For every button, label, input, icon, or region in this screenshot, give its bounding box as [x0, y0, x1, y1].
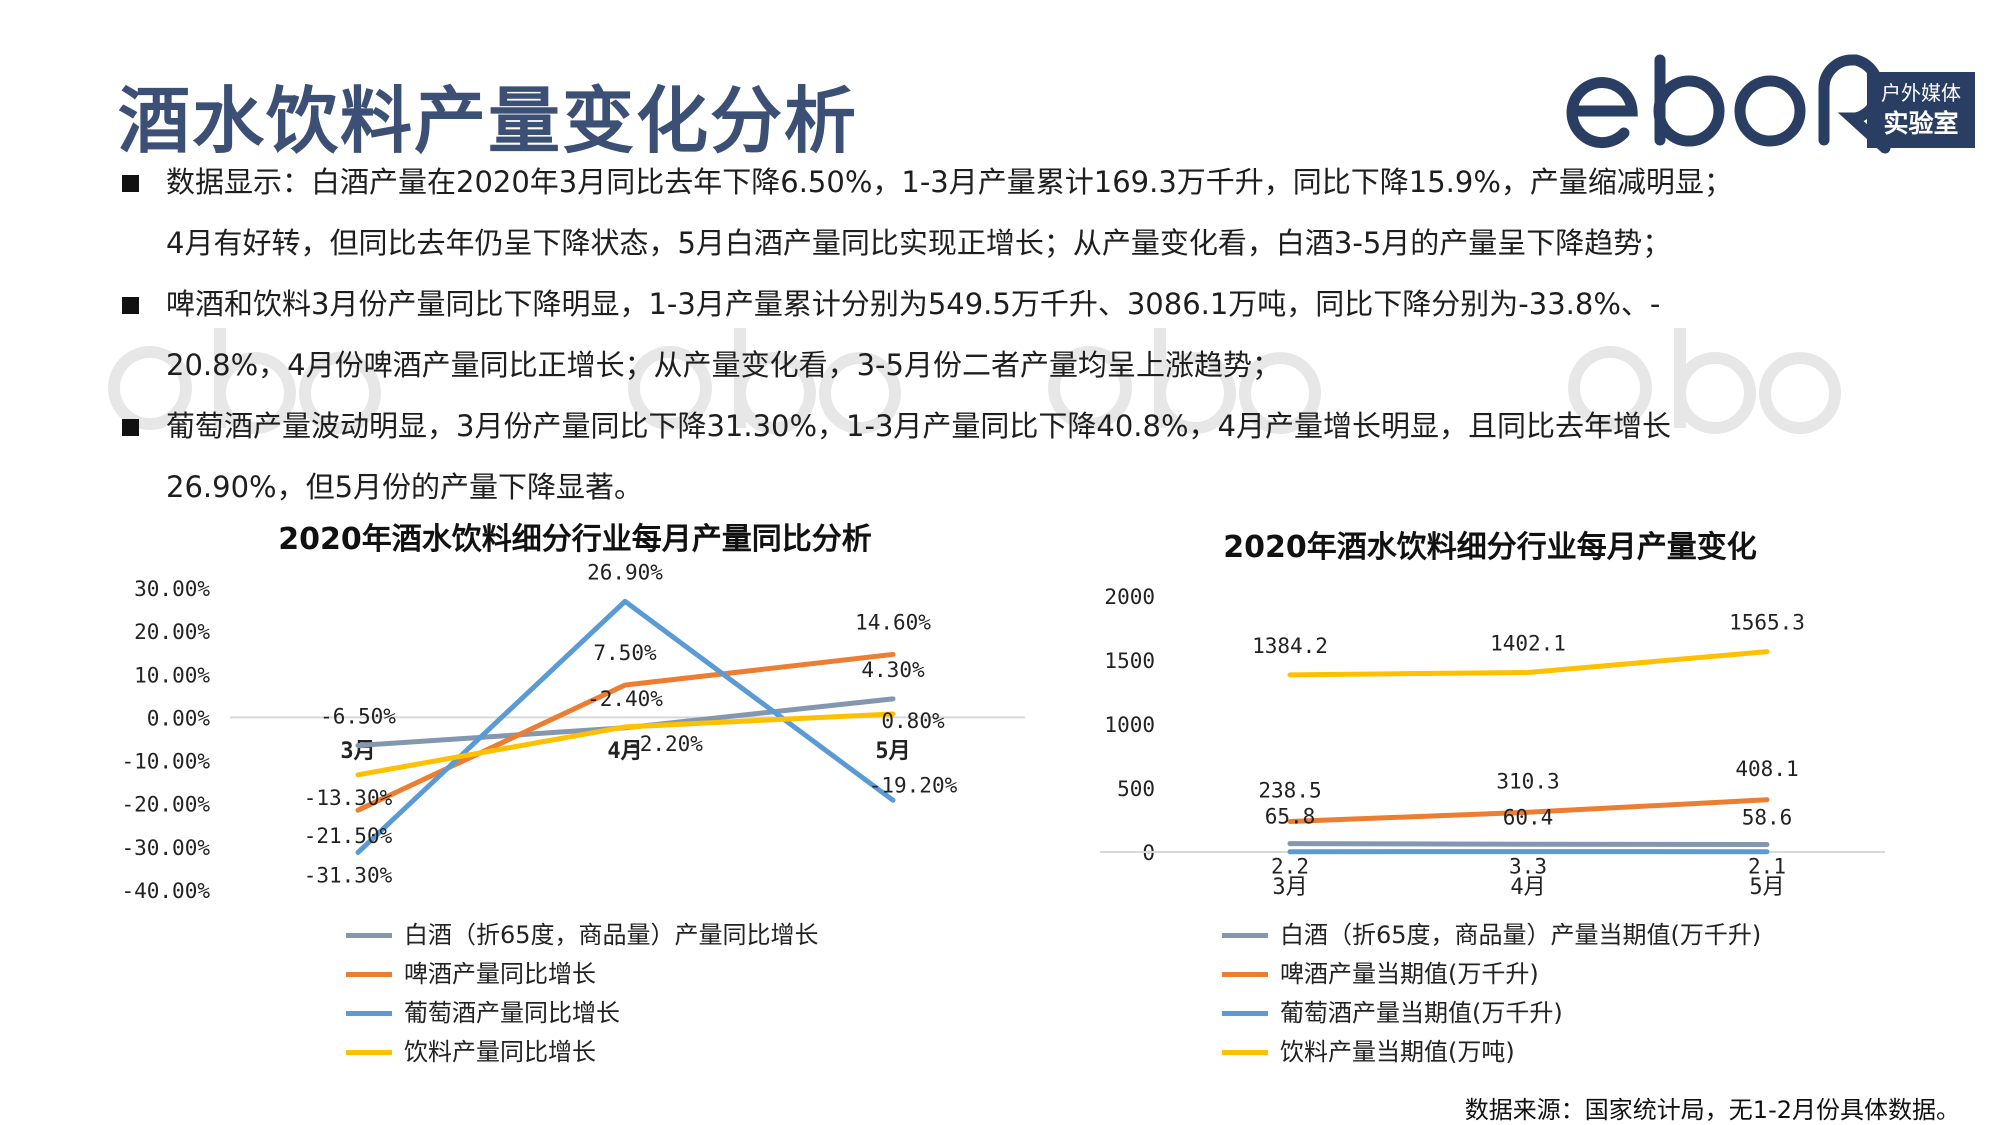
- legend-swatch: [346, 972, 392, 977]
- data-label: -19.20%: [869, 773, 958, 797]
- series-line: [355, 651, 896, 813]
- watermark-logo: [108, 328, 381, 434]
- y-tick-label: 500: [1117, 777, 1155, 801]
- legend-label: 白酒（折65度，商品量）产量同比增长: [404, 921, 819, 949]
- x-category-label: 3月: [1272, 875, 1307, 900]
- series-line: [355, 598, 896, 855]
- data-label: 1402.1: [1490, 632, 1566, 656]
- bullet-list: 数据显示：白酒产量在2020年3月同比去年下降6.50%，1-3月产量累计169…: [118, 152, 1978, 518]
- bullet-line: 26.90%，但5月份的产量下降显著。: [166, 470, 644, 504]
- bullet-line: 葡萄酒产量波动明显，3月份产量同比下降31.30%，1-3月产量同比下降40.8…: [166, 409, 1671, 443]
- data-label: 1565.3: [1729, 611, 1805, 635]
- legend-item: 葡萄酒产量同比增长: [346, 994, 819, 1033]
- page-title: 酒水饮料产量变化分析: [118, 79, 859, 163]
- data-label: 2.1: [1748, 855, 1786, 879]
- legend-label: 啤酒产量当期值(万千升): [1280, 960, 1539, 988]
- bullet-line: 数据显示：白酒产量在2020年3月同比去年下降6.50%，1-3月产量累计169…: [166, 165, 1733, 199]
- data-label: 14.60%: [855, 610, 931, 634]
- chart-title-yoy: 2020年酒水饮料细分行业每月产量同比分析: [278, 522, 872, 557]
- data-label: -2.40%: [587, 687, 663, 711]
- x-category-label: 5月: [1749, 875, 1784, 900]
- series-line: [1287, 797, 1770, 824]
- y-tick-label: 10.00%: [134, 663, 210, 687]
- data-label: -31.30%: [304, 863, 393, 887]
- bullet-line: 20.8%，4月份啤酒产量同比正增长；从产量变化看，3-5月份二者产量均呈上涨趋…: [166, 348, 1281, 382]
- y-tick-label: 1000: [1104, 713, 1155, 737]
- square-bullet-icon: [122, 297, 139, 314]
- legend-label: 饮料产量同比增长: [404, 1038, 596, 1066]
- data-label: -13.30%: [304, 786, 393, 810]
- legend-label: 葡萄酒产量当期值(万千升): [1280, 999, 1563, 1027]
- y-tick-label: -30.00%: [121, 836, 210, 860]
- legend-item: 白酒（折65度，商品量）产量同比增长: [346, 916, 819, 955]
- square-bullet-icon: [122, 419, 139, 436]
- brand-line2: 实验室: [1883, 109, 1959, 138]
- bullet-item: 啤酒和饮料3月份产量同比下降明显，1-3月产量累计分别为549.5万千升、308…: [118, 274, 1978, 396]
- legend-label: 白酒（折65度，商品量）产量当期值(万千升): [1280, 921, 1762, 949]
- legend-item: 白酒（折65度，商品量）产量当期值(万千升): [1222, 916, 1761, 955]
- bullet-line: 4月有好转，但同比去年仍呈下降状态，5月白酒产量同比实现正增长；从产量变化看，白…: [166, 226, 1672, 260]
- brand-line1: 户外媒体: [1881, 81, 1961, 105]
- data-label: 0.80%: [881, 709, 945, 733]
- data-label: -21.50%: [304, 824, 393, 848]
- y-tick-label: 20.00%: [134, 620, 210, 644]
- y-tick-label: -10.00%: [121, 750, 210, 774]
- legend-swatch: [1222, 972, 1268, 977]
- data-label: 408.1: [1735, 757, 1798, 781]
- y-tick-label: 0.00%: [147, 706, 211, 730]
- series-line: [1287, 649, 1770, 678]
- series-line: [1287, 841, 1770, 847]
- data-label: -6.50%: [320, 704, 396, 728]
- legend-swatch: [346, 933, 392, 938]
- legend-swatch: [1222, 933, 1268, 938]
- y-tick-label: -40.00%: [121, 879, 210, 903]
- data-label: 65.8: [1265, 805, 1316, 829]
- x-category-label: 5月: [875, 739, 910, 764]
- square-bullet-icon: [122, 175, 139, 192]
- watermark-logo: [1568, 328, 1841, 434]
- data-label: 1384.2: [1252, 634, 1328, 658]
- series-line: [355, 711, 896, 778]
- bullet-item: 葡萄酒产量波动明显，3月份产量同比下降31.30%，1-3月产量同比下降40.8…: [118, 396, 1978, 518]
- legend-yoy: 白酒（折65度，商品量）产量同比增长 啤酒产量同比增长 葡萄酒产量同比增长 饮料产量同…: [346, 916, 819, 1072]
- legend-swatch: [1222, 1011, 1268, 1016]
- source-note: 数据来源：国家统计局，无1-2月份具体数据。: [1464, 1096, 1960, 1124]
- x-category-label: 4月: [1510, 875, 1545, 900]
- data-label: 7.50%: [593, 641, 657, 665]
- watermark-logo: [628, 328, 901, 434]
- y-tick-label: 1500: [1104, 649, 1155, 673]
- y-tick-label: -20.00%: [121, 793, 210, 817]
- legend-swatch: [1222, 1050, 1268, 1055]
- legend-item: 啤酒产量同比增长: [346, 955, 819, 994]
- data-label: 2.2: [1271, 855, 1309, 879]
- legend-item: 饮料产量同比增长: [346, 1033, 819, 1072]
- data-label: 310.3: [1496, 769, 1559, 793]
- legend-label: 饮料产量当期值(万吨): [1280, 1038, 1515, 1066]
- legend-item: 饮料产量当期值(万吨): [1222, 1033, 1761, 1072]
- brand-badge: 户外媒体 实验室: [1867, 72, 1975, 148]
- legend-swatch: [346, 1011, 392, 1016]
- data-label: 58.6: [1742, 805, 1793, 829]
- legend-label: 啤酒产量同比增长: [404, 960, 596, 988]
- bullet-line: 啤酒和饮料3月份产量同比下降明显，1-3月产量累计分别为549.5万千升、308…: [166, 287, 1661, 321]
- data-label: 60.4: [1503, 805, 1554, 829]
- data-label: 4.30%: [861, 658, 925, 682]
- data-label: -2.20%: [627, 732, 703, 756]
- legend-volume: 白酒（折65度，商品量）产量当期值(万千升) 啤酒产量当期值(万千升) 葡萄酒产量当…: [1222, 916, 1761, 1072]
- y-tick-label: 2000: [1104, 585, 1155, 609]
- chart-title-volume: 2020年酒水饮料细分行业每月产量变化: [1223, 530, 1757, 565]
- legend-swatch: [346, 1050, 392, 1055]
- x-category-label: 4月: [607, 739, 642, 764]
- data-label: 26.90%: [587, 560, 663, 584]
- data-label: 238.5: [1258, 778, 1321, 802]
- y-tick-label: 30.00%: [134, 577, 210, 601]
- data-label: 3.3: [1509, 855, 1547, 879]
- legend-item: 葡萄酒产量当期值(万千升): [1222, 994, 1761, 1033]
- watermark-logo: [1048, 328, 1321, 434]
- bullet-item: 数据显示：白酒产量在2020年3月同比去年下降6.50%，1-3月产量累计169…: [118, 152, 1978, 274]
- legend-label: 葡萄酒产量同比增长: [404, 999, 620, 1027]
- legend-item: 啤酒产量当期值(万千升): [1222, 955, 1761, 994]
